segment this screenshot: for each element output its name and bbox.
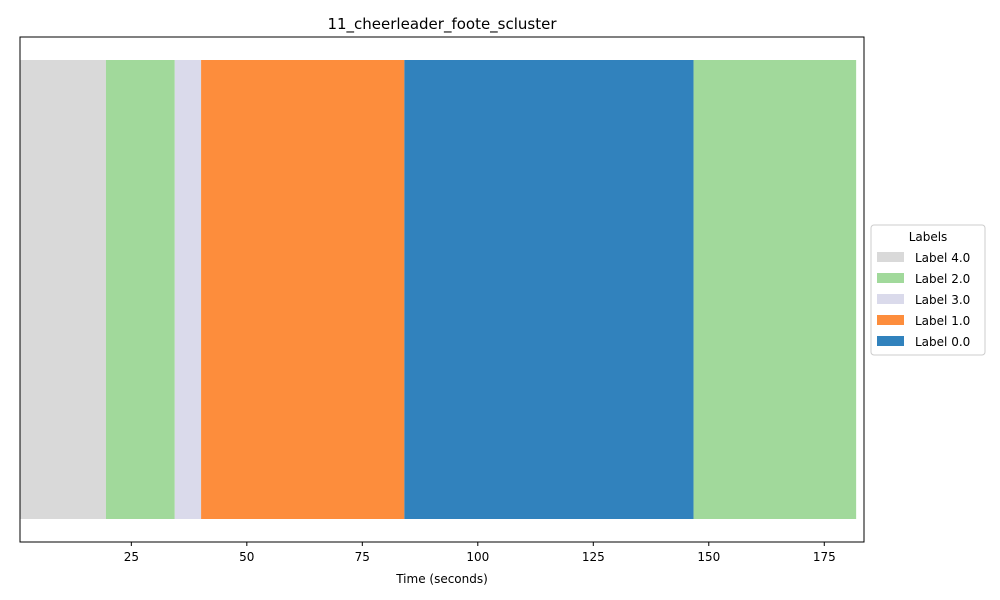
x-tick-label: 150 (697, 550, 720, 564)
x-axis-label: Time (seconds) (395, 572, 488, 586)
x-tick-label: 100 (466, 550, 489, 564)
segments-layer (20, 60, 857, 519)
segment-4 (404, 60, 694, 519)
x-tick-label: 25 (124, 550, 139, 564)
legend-title: Labels (909, 230, 948, 244)
legend-label: Label 3.0 (915, 293, 970, 307)
segment-3 (201, 60, 405, 519)
x-tick-label: 50 (239, 550, 254, 564)
legend-label: Label 0.0 (915, 335, 970, 349)
x-tick-label: 175 (813, 550, 836, 564)
x-tick-label: 75 (355, 550, 370, 564)
legend-swatch (877, 252, 904, 262)
x-axis-ticks: 25 50 75 100 125 150 175 (124, 542, 836, 564)
segment-0 (20, 60, 106, 519)
legend-swatch (877, 315, 904, 325)
chart-title: 11_cheerleader_foote_scluster (327, 15, 557, 34)
legend-label: Label 1.0 (915, 314, 970, 328)
legend-label: Label 2.0 (915, 272, 970, 286)
segment-1 (105, 60, 175, 519)
legend-swatch (877, 273, 904, 283)
legend-entries: Label 4.0 Label 2.0 Label 3.0 Label 1.0 Labe… (877, 251, 970, 349)
legend-label: Label 4.0 (915, 251, 970, 265)
plot-frame (19, 36, 865, 543)
segment-2 (174, 60, 202, 519)
segment-5 (693, 60, 857, 519)
legend-swatch (877, 294, 904, 304)
legend-swatch (877, 336, 904, 346)
x-tick-label: 125 (582, 550, 605, 564)
